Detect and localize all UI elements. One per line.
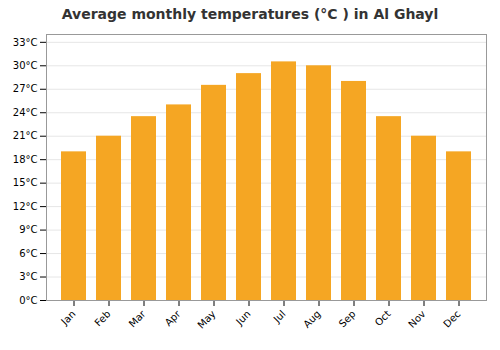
- svg-text:6°C: 6°C: [19, 248, 37, 259]
- svg-text:27°C: 27°C: [13, 83, 38, 94]
- svg-text:Aug: Aug: [301, 308, 323, 330]
- html-text:Average monthly temperatures (: Average monthly temperatures (°C ) in Al…: [61, 6, 439, 22]
- svg-text:Jun: Jun: [233, 308, 253, 328]
- svg-text:Jan: Jan: [58, 308, 77, 327]
- svg-text:May: May: [195, 308, 217, 330]
- svg-text:30°C: 30°C: [13, 60, 38, 71]
- svg-text:18°C: 18°C: [13, 154, 38, 165]
- svg-text:33°C: 33°C: [13, 37, 38, 48]
- svg-text:Apr: Apr: [163, 308, 184, 329]
- svg-text:3°C: 3°C: [19, 271, 37, 282]
- svg-text:Dec: Dec: [441, 308, 462, 329]
- svg-text:15°C: 15°C: [13, 177, 38, 188]
- svg-text:Oct: Oct: [373, 308, 393, 328]
- svg-text:Feb: Feb: [92, 308, 112, 328]
- svg-text:Jul: Jul: [271, 308, 288, 325]
- svg-text:9°C: 9°C: [19, 224, 37, 235]
- svg-text:24°C: 24°C: [13, 107, 38, 118]
- svg-text:0°C: 0°C: [19, 295, 37, 306]
- svg-text:Mar: Mar: [127, 308, 149, 330]
- svg-text:21°C: 21°C: [13, 130, 38, 141]
- svg-text:Sep: Sep: [337, 308, 358, 329]
- svg-text:12°C: 12°C: [13, 201, 38, 212]
- svg-text:Nov: Nov: [406, 308, 428, 330]
